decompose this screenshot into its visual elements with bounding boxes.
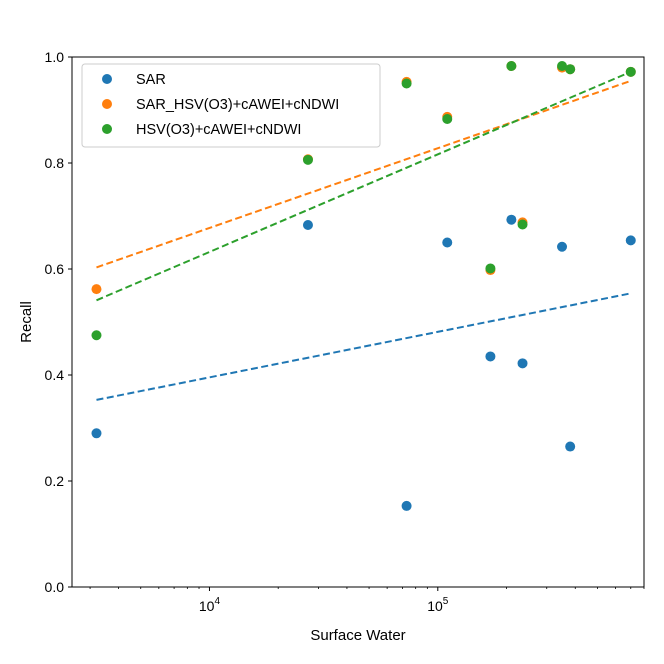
legend-marker-1 <box>102 99 112 109</box>
data-point-series-0 <box>625 235 636 246</box>
x-tick-label: 105 <box>427 596 449 614</box>
data-point-series-2 <box>442 114 453 125</box>
y-tick-label: 0.6 <box>45 261 65 277</box>
x-axis-label: Surface Water <box>310 627 405 644</box>
data-point-series-0 <box>517 358 528 369</box>
y-tick-label: 0.4 <box>45 367 65 383</box>
plot-frame <box>71 56 645 588</box>
data-point-series-2 <box>302 154 313 165</box>
data-point-series-2 <box>506 61 517 72</box>
legend-label-0: SAR <box>136 72 166 88</box>
data-point-series-2 <box>485 263 496 274</box>
data-point-series-0 <box>565 441 576 452</box>
data-point-series-0 <box>485 351 496 362</box>
x-tick-exponent: 5 <box>443 596 449 607</box>
legend-label-2: HSV(O3)+cAWEI+cNDWI <box>136 122 301 138</box>
data-point-series-0 <box>506 214 517 225</box>
data-point-series-2 <box>557 61 568 72</box>
data-point-series-2 <box>625 66 636 77</box>
legend-marker-0 <box>102 74 112 84</box>
data-point-series-0 <box>91 428 102 439</box>
data-point-series-2 <box>565 64 576 75</box>
x-tick-base: 10 <box>427 598 443 614</box>
y-tick-label: 0.2 <box>45 473 65 489</box>
data-point-series-2 <box>517 219 528 230</box>
y-tick-label: 1.0 <box>45 49 65 65</box>
data-point-series-1 <box>91 284 102 295</box>
y-axis-label: Recall <box>18 301 35 343</box>
trend-line-0 <box>96 292 631 401</box>
trend-line-2 <box>96 70 632 302</box>
data-point-series-0 <box>557 241 568 252</box>
data-point-series-0 <box>442 237 453 248</box>
y-tick-label: 0.8 <box>45 155 65 171</box>
x-tick-exponent: 4 <box>214 596 220 607</box>
legend-marker-2 <box>102 124 112 134</box>
x-tick-label: 104 <box>199 596 221 614</box>
data-point-series-0 <box>302 220 313 231</box>
legend: SAR SAR_HSV(O3)+cAWEI+cNDWI HSV(O3)+cAWEI+… <box>81 63 381 148</box>
data-point-series-0 <box>401 500 412 511</box>
x-tick-base: 10 <box>199 598 215 614</box>
y-tick-label: 0.0 <box>45 579 65 595</box>
data-point-series-2 <box>401 78 412 89</box>
series-layer <box>91 61 636 511</box>
data-point-series-2 <box>91 330 102 341</box>
legend-label-1: SAR_HSV(O3)+cAWEI+cNDWI <box>136 97 339 113</box>
legend-box <box>81 63 381 148</box>
